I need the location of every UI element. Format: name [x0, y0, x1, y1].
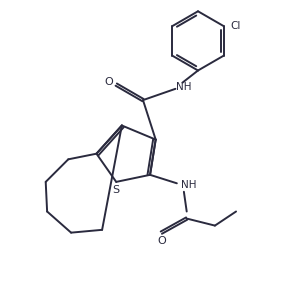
Text: O: O	[104, 77, 113, 87]
Text: NH: NH	[176, 81, 191, 92]
Text: Cl: Cl	[230, 21, 241, 31]
Text: NH: NH	[181, 180, 197, 190]
Text: O: O	[157, 235, 166, 246]
Text: S: S	[113, 185, 120, 195]
